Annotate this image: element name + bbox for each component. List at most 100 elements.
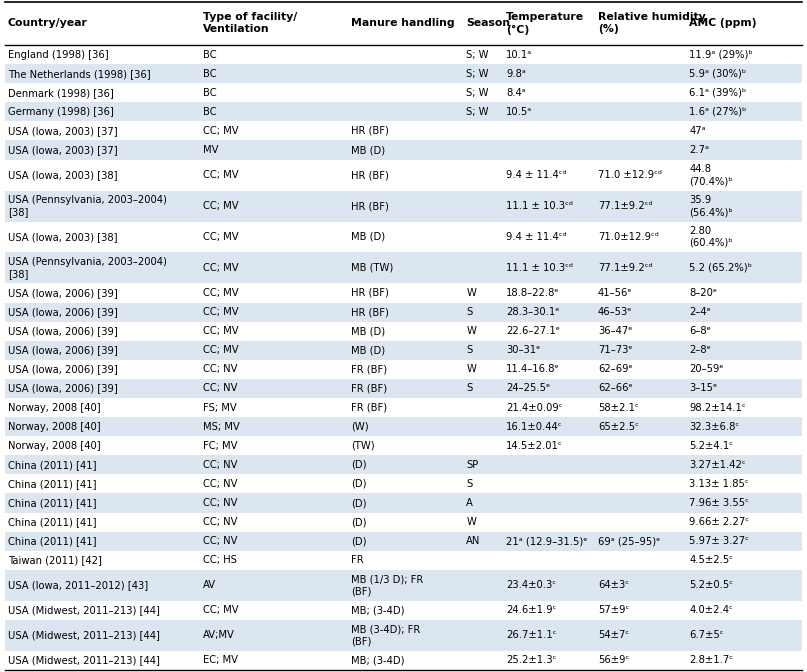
Text: CC; NV: CC; NV — [203, 364, 238, 374]
Text: 62–66ᵉ: 62–66ᵉ — [598, 384, 633, 394]
Text: 14.5±2.01ᶜ: 14.5±2.01ᶜ — [506, 441, 562, 451]
Text: SP: SP — [466, 460, 479, 470]
Bar — [5, 513, 802, 532]
Bar — [5, 436, 802, 456]
Text: HR (BF): HR (BF) — [351, 201, 389, 211]
Text: S; W: S; W — [466, 107, 489, 117]
Text: 2–4ᵉ: 2–4ᵉ — [689, 307, 711, 317]
Text: 8.4ᵃ: 8.4ᵃ — [506, 88, 526, 97]
Bar — [5, 651, 802, 670]
Text: Taiwan (2011) [42]: Taiwan (2011) [42] — [8, 555, 102, 565]
Text: 9.66± 2.27ᶜ: 9.66± 2.27ᶜ — [689, 517, 750, 527]
Text: 10.1ᵃ: 10.1ᵃ — [506, 50, 533, 60]
Text: China (2011) [41]: China (2011) [41] — [8, 460, 97, 470]
Text: BC: BC — [203, 50, 217, 60]
Text: S; W: S; W — [466, 69, 489, 79]
Text: USA (Iowa, 2006) [39]: USA (Iowa, 2006) [39] — [8, 345, 118, 355]
Text: MB; (3-4D): MB; (3-4D) — [351, 655, 404, 665]
Bar — [5, 456, 802, 474]
Bar — [5, 159, 802, 191]
Bar — [5, 253, 802, 284]
Text: Temperature
(°C): Temperature (°C) — [506, 13, 584, 34]
Text: 9.8ᵃ: 9.8ᵃ — [506, 69, 526, 79]
Text: 22.6–27.1ᵉ: 22.6–27.1ᵉ — [506, 326, 560, 336]
Text: 5.2 (65.2%)ᵇ: 5.2 (65.2%)ᵇ — [689, 263, 752, 273]
Text: 25.2±1.3ᶜ: 25.2±1.3ᶜ — [506, 655, 557, 665]
Text: W: W — [466, 288, 476, 298]
Text: CC; NV: CC; NV — [203, 536, 238, 546]
Text: 44.8
(70.4%)ᵇ: 44.8 (70.4%)ᵇ — [689, 164, 733, 186]
Text: MS; MV: MS; MV — [203, 421, 240, 431]
Text: (D): (D) — [351, 536, 366, 546]
Text: 4.0±2.4ᶜ: 4.0±2.4ᶜ — [689, 605, 734, 616]
Text: 3.27±1.42ᶜ: 3.27±1.42ᶜ — [689, 460, 746, 470]
Text: 56±9ᶜ: 56±9ᶜ — [598, 655, 629, 665]
Text: 41–56ᵉ: 41–56ᵉ — [598, 288, 633, 298]
Text: W: W — [466, 326, 476, 336]
Text: AV: AV — [203, 581, 216, 591]
Text: BC: BC — [203, 69, 217, 79]
Text: 18.8–22.8ᵉ: 18.8–22.8ᵉ — [506, 288, 560, 298]
Text: 16.1±0.44ᶜ: 16.1±0.44ᶜ — [506, 421, 562, 431]
Text: 77.1±9.2ᶜᵈ: 77.1±9.2ᶜᵈ — [598, 201, 652, 211]
Text: S: S — [466, 345, 473, 355]
Text: 98.2±14.1ᶜ: 98.2±14.1ᶜ — [689, 403, 746, 413]
Text: MB (3-4D); FR
(BF): MB (3-4D); FR (BF) — [351, 624, 420, 646]
Text: (TW): (TW) — [351, 441, 374, 451]
Text: 2–8ᵉ: 2–8ᵉ — [689, 345, 711, 355]
Text: 3–15ᵉ: 3–15ᵉ — [689, 384, 717, 394]
Text: USA (Iowa, 2006) [39]: USA (Iowa, 2006) [39] — [8, 364, 118, 374]
Text: 71–73ᵉ: 71–73ᵉ — [598, 345, 633, 355]
Text: USA (Midwest, 2011–213) [44]: USA (Midwest, 2011–213) [44] — [8, 630, 160, 640]
Text: 57±9ᶜ: 57±9ᶜ — [598, 605, 629, 616]
Text: 5.9ᵃ (30%)ᵇ: 5.9ᵃ (30%)ᵇ — [689, 69, 746, 79]
Bar — [5, 532, 802, 551]
Text: 6.1ᵃ (39%)ᵇ: 6.1ᵃ (39%)ᵇ — [689, 88, 746, 97]
Text: S; W: S; W — [466, 50, 489, 60]
Bar — [5, 379, 802, 398]
Text: 11.4–16.8ᵉ: 11.4–16.8ᵉ — [506, 364, 560, 374]
Text: HR (BF): HR (BF) — [351, 288, 389, 298]
Text: CC; NV: CC; NV — [203, 460, 238, 470]
Text: China (2011) [41]: China (2011) [41] — [8, 479, 97, 489]
Text: USA (Iowa, 2006) [39]: USA (Iowa, 2006) [39] — [8, 326, 118, 336]
Bar — [5, 83, 802, 102]
Text: FS; MV: FS; MV — [203, 403, 237, 413]
Text: MB (D): MB (D) — [351, 145, 385, 155]
Bar — [5, 140, 802, 159]
Text: Denmark (1998) [36]: Denmark (1998) [36] — [8, 88, 114, 97]
Text: CC; NV: CC; NV — [203, 498, 238, 508]
Text: MB (D): MB (D) — [351, 232, 385, 242]
Text: (D): (D) — [351, 517, 366, 527]
Text: FR: FR — [351, 555, 363, 565]
Text: 24–25.5ᵉ: 24–25.5ᵉ — [506, 384, 550, 394]
Text: FR (BF): FR (BF) — [351, 403, 387, 413]
Bar — [5, 570, 802, 601]
Text: CC; NV: CC; NV — [203, 384, 238, 394]
Text: CC; MV: CC; MV — [203, 326, 239, 336]
Text: 69ᵃ (25–95)ᵉ: 69ᵃ (25–95)ᵉ — [598, 536, 660, 546]
Text: USA (Iowa, 2003) [38]: USA (Iowa, 2003) [38] — [8, 170, 118, 180]
Text: 71.0 ±12.9ᶜᵈ: 71.0 ±12.9ᶜᵈ — [598, 170, 662, 180]
Text: CC; MV: CC; MV — [203, 288, 239, 298]
Text: A: A — [466, 498, 473, 508]
Text: 2.7ᵃ: 2.7ᵃ — [689, 145, 709, 155]
Text: BC: BC — [203, 88, 217, 97]
Text: BC: BC — [203, 107, 217, 117]
Text: 7.96± 3.55ᶜ: 7.96± 3.55ᶜ — [689, 498, 750, 508]
Text: Manure handling: Manure handling — [351, 19, 454, 28]
Text: China (2011) [41]: China (2011) [41] — [8, 536, 97, 546]
Text: CC; NV: CC; NV — [203, 517, 238, 527]
Text: 65±2.5ᶜ: 65±2.5ᶜ — [598, 421, 638, 431]
Text: CC; MV: CC; MV — [203, 170, 239, 180]
Text: 5.2±4.1ᶜ: 5.2±4.1ᶜ — [689, 441, 734, 451]
Bar — [5, 551, 802, 570]
Text: 11.9ᵃ (29%)ᵇ: 11.9ᵃ (29%)ᵇ — [689, 50, 753, 60]
Text: USA (Midwest, 2011–213) [44]: USA (Midwest, 2011–213) [44] — [8, 655, 160, 665]
Text: 28.3–30.1ᵉ: 28.3–30.1ᵉ — [506, 307, 559, 317]
Text: 1.6ᵃ (27%)ᵇ: 1.6ᵃ (27%)ᵇ — [689, 107, 746, 117]
Text: 4.5±2.5ᶜ: 4.5±2.5ᶜ — [689, 555, 734, 565]
Text: 10.5ᵃ: 10.5ᵃ — [506, 107, 533, 117]
Text: 47ᵃ: 47ᵃ — [689, 126, 706, 136]
Text: AN: AN — [466, 536, 481, 546]
